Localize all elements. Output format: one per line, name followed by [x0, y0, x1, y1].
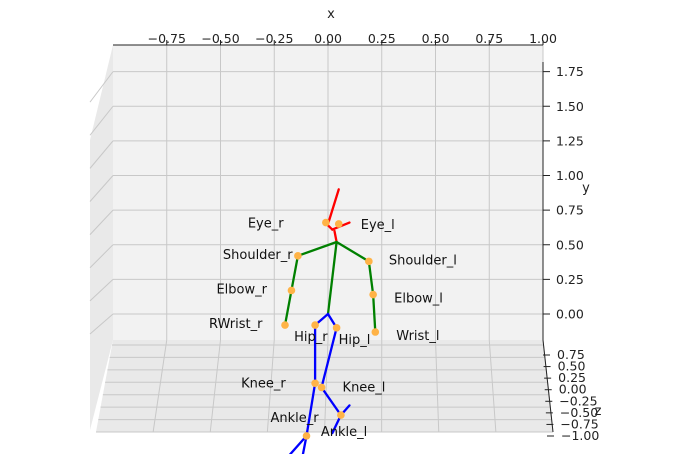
x-tick-1-00: 1.00	[529, 31, 557, 46]
joint-label-ankle_r: Ankle_r	[271, 411, 320, 426]
y-tick-0-75: 0.75	[556, 203, 584, 218]
axes-panes	[90, 45, 553, 432]
x-tick-minus-0-25: −0.25	[255, 31, 293, 46]
left-side-pane	[90, 45, 113, 430]
joint-knee_r	[311, 379, 319, 388]
z-tick-minus-0-50: −0.50	[560, 405, 598, 420]
joint-label-shoulder_r: Shoulder_r	[223, 248, 293, 263]
y-tick-0-00: 0.00	[556, 307, 584, 322]
joint-hip_l	[332, 324, 341, 332]
joint-elbow_l	[369, 290, 377, 299]
y-axis-label: y	[582, 181, 590, 196]
z-tick-minus-0-25: −0.25	[559, 393, 597, 408]
x-floor-grid-line-2	[266, 339, 275, 433]
joint-label-elbow_l: Elbow_l	[394, 292, 443, 307]
y-tick-1-25: 1.25	[556, 133, 584, 148]
joint-label-knee_l: Knee_l	[343, 380, 386, 395]
joint-eye_r	[322, 218, 330, 227]
x-tick-0-75: 0.75	[475, 31, 503, 46]
x-floor-grid-line-5	[435, 339, 440, 433]
x-tick-0-00: 0.00	[314, 31, 342, 46]
joint-knee_l	[317, 383, 326, 392]
y-tick-0-50: 0.50	[556, 237, 584, 252]
z-tick-0-75: 0.75	[557, 347, 585, 362]
x-tick-minus-0-50: −0.50	[201, 31, 239, 46]
z-tick-minus-1-00: −1.00	[561, 428, 599, 443]
joint-ankle_l	[337, 411, 345, 419]
head-bone-0	[326, 188, 340, 226]
z-tick-0-50: 0.50	[558, 359, 586, 374]
joint-label-shoulder_l: Shoulder_l	[389, 253, 457, 268]
joint-label-knee_r: Knee_r	[241, 376, 286, 391]
joint-label-eye_l: Eye_l	[361, 218, 395, 233]
x-floor-grid-line-0	[152, 339, 168, 433]
joint-wrist_l	[371, 328, 380, 336]
legs-bone-15	[288, 434, 308, 454]
x-tick-0-25: 0.25	[368, 31, 396, 46]
y-side-grid-line-1	[89, 279, 114, 302]
head-bone-3	[333, 229, 338, 244]
joint-label-hip_r: Hip_r	[294, 330, 328, 345]
joint-eye_l	[334, 220, 343, 228]
joint-label-eye_r: Eye_r	[248, 217, 284, 232]
y-tick-0-25: 0.25	[556, 272, 584, 287]
y-tick-1-50: 1.50	[556, 99, 584, 114]
y-side-grid-line-5	[89, 140, 114, 169]
y-side-grid-line-2	[89, 244, 114, 269]
z-axis-label: z	[595, 404, 602, 419]
y-tick-1-75: 1.75	[556, 64, 584, 79]
y-side-grid-line-7	[89, 71, 114, 103]
x-tick-0-50: 0.50	[422, 31, 450, 46]
joint-labels: Eye_r Eye_l Shoulder_r Shoulder_l Elbow_r Elb…	[209, 217, 457, 441]
y-tick-1-00: 1.00	[556, 168, 584, 183]
joint-label-ankle_l: Ankle_l	[321, 425, 367, 440]
arms-bone-4	[296, 240, 338, 257]
z-tick-labels: 0.750.500.250.00−0.25−0.50−0.75−1.00	[543, 347, 599, 443]
joint-rwrist_r	[281, 321, 289, 329]
x-tick-minus-0-75: −0.75	[148, 31, 186, 46]
x-axis-label: x	[327, 7, 335, 22]
joint-shoulder_r	[294, 252, 302, 260]
legs-bone-13	[305, 382, 317, 438]
z-tick-0-00: 0.00	[559, 382, 587, 397]
z-tick-0-25: 0.25	[558, 370, 586, 385]
grid-lines	[89, 45, 554, 433]
joint-label-hip_l: Hip_l	[339, 333, 371, 348]
x-floor-grid-line-1	[209, 339, 221, 433]
z-tick-minus-0-75: −0.75	[560, 416, 598, 431]
y-tick-labels: 0.00 0.25 0.50 0.75 1.00 1.25 1.50 1.75	[543, 64, 584, 322]
y-side-grid-line-6	[89, 105, 114, 136]
joint-label-elbow_r: Elbow_r	[216, 282, 267, 297]
joint-label-rwrist_r: RWrist_r	[209, 317, 263, 332]
y-side-grid-line-0	[89, 313, 114, 335]
joint-elbow_r	[287, 286, 296, 295]
joint-ankle_r	[302, 432, 311, 440]
joint-hip_r	[311, 321, 319, 329]
arms-bone-8	[326, 240, 338, 316]
x-floor-grid-line-6	[488, 339, 497, 433]
arms-bone-5	[335, 240, 371, 263]
joint-shoulder_l	[365, 257, 373, 266]
y-side-grid-line-4	[89, 175, 114, 202]
y-side-grid-line-3	[89, 209, 114, 235]
x-tick-labels: −0.75 −0.50 −0.25 0.00 0.25 0.50 0.75 1.00	[148, 31, 557, 46]
x-floor-grid-line-3	[324, 339, 329, 433]
skeleton-joints	[281, 218, 380, 440]
joint-label-wrist_l: Wrist_l	[396, 329, 439, 344]
